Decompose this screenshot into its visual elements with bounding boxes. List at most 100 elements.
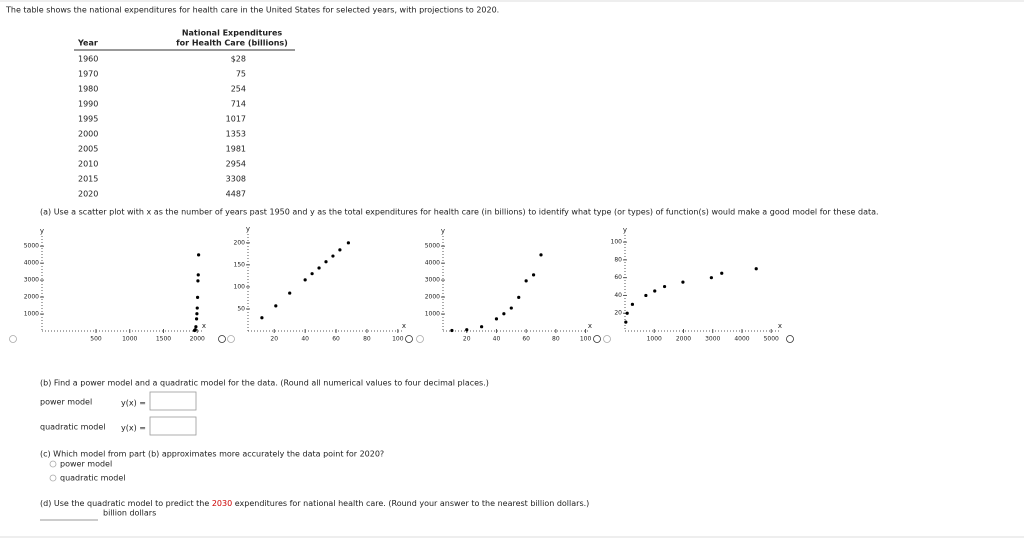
table-cell: 1995 — [78, 115, 98, 124]
x-tick-label: 40 — [493, 336, 501, 343]
table-cell: 2954 — [226, 160, 246, 169]
y-tick-label: 3000 — [425, 277, 440, 284]
radio[interactable] — [416, 335, 424, 343]
table-cell: 1017 — [226, 115, 246, 124]
scatter-point — [480, 325, 484, 329]
x-tick-label: 60 — [332, 336, 340, 343]
table-header: for Health Care (billions) — [176, 39, 288, 48]
y-axis-label: y — [40, 227, 44, 235]
scatter-point — [624, 320, 628, 324]
y-axis-label: y — [441, 227, 445, 235]
radio[interactable] — [49, 460, 57, 468]
part-c: (c) Which model from part (b) approximat… — [40, 450, 384, 459]
table-cell: 1981 — [226, 145, 246, 154]
part-a: (a) Use a scatter plot with x as the num… — [40, 208, 879, 217]
table-cell: 714 — [231, 100, 246, 109]
x-tick-label: 2000 — [190, 336, 205, 343]
scatter-point — [494, 317, 499, 321]
x-tick-label: 1000 — [647, 336, 662, 343]
y-axis-label: y — [246, 225, 250, 233]
highlight: 2030 — [212, 499, 232, 508]
radio[interactable] — [227, 335, 235, 343]
radio[interactable] — [49, 474, 57, 482]
x-tick-label: 1500 — [156, 336, 171, 343]
answer-input[interactable] — [149, 391, 197, 411]
table-cell: 3308 — [226, 175, 246, 184]
y-tick-label: 3000 — [24, 277, 39, 284]
scatter-point — [539, 253, 543, 257]
y-tick-label: 4000 — [425, 260, 440, 267]
info-icon[interactable] — [405, 335, 413, 343]
text: expenditures for national health care. (… — [232, 499, 589, 508]
table-cell: 1960 — [78, 55, 98, 64]
table-cell: 2000 — [78, 130, 98, 139]
scatter-point — [630, 302, 635, 306]
part-b: (b) Find a power model and a quadratic m… — [40, 379, 489, 388]
info-icon[interactable] — [593, 335, 601, 343]
table-cell: $28 — [231, 55, 246, 64]
scatter-point — [303, 278, 307, 282]
x-tick-label: 500 — [90, 336, 102, 343]
label: power model — [40, 398, 92, 407]
text: (d) Use the quadratic model to predict t… — [40, 499, 212, 508]
x-tick-label: 100 — [392, 336, 404, 343]
x-axis-label: x — [202, 322, 206, 330]
scatter-point — [644, 293, 648, 298]
scatter-point — [509, 306, 513, 310]
scatter-point — [681, 280, 685, 284]
table-cell: 254 — [231, 85, 246, 94]
scatter-point — [310, 272, 314, 276]
y-tick-label: 2000 — [24, 294, 39, 301]
table-cell: 1990 — [78, 100, 98, 109]
y-tick-label: 1000 — [24, 311, 39, 318]
scatter-point — [194, 325, 198, 329]
x-tick-label: 100 — [580, 336, 592, 343]
y-tick-label: 50 — [237, 305, 245, 312]
scatter-point — [465, 328, 469, 332]
scatter-point — [517, 295, 521, 299]
y-tick-label: 40 — [614, 292, 622, 299]
table-cell: 2015 — [78, 175, 98, 184]
scatter-point — [662, 284, 667, 289]
info-icon[interactable] — [786, 335, 794, 343]
scatter-point — [274, 304, 278, 308]
scatter-point — [524, 279, 528, 283]
x-tick-label: 20 — [463, 336, 471, 343]
scatter-point — [317, 266, 321, 270]
label: quadratic model — [40, 423, 106, 432]
scatter-point — [653, 289, 657, 293]
y-tick-label: 200 — [234, 239, 246, 246]
x-tick-label: 2000 — [676, 336, 691, 343]
x-tick-label: 80 — [552, 336, 560, 343]
y-tick-label: 2000 — [425, 294, 440, 301]
radio[interactable] — [603, 335, 611, 343]
y-tick-label: 150 — [234, 261, 246, 268]
x-tick-label: 40 — [301, 336, 309, 343]
table-cell: 1970 — [78, 70, 98, 79]
y-tick-label: 4000 — [24, 260, 39, 267]
unit: billion dollars — [103, 509, 156, 518]
scatter-point — [450, 328, 454, 333]
x-tick-label: 4000 — [734, 336, 749, 343]
x-tick-label: 60 — [522, 336, 530, 343]
scatter-point — [531, 273, 536, 277]
scatter-point — [754, 267, 758, 271]
info-icon[interactable] — [218, 335, 226, 343]
radio[interactable] — [9, 335, 17, 343]
scatter-point — [709, 276, 713, 280]
intro: The table shows the national expenditure… — [5, 6, 499, 15]
table-cell: 2020 — [78, 190, 98, 199]
label: y(x) = — [121, 424, 146, 433]
scatter-point — [720, 271, 724, 275]
scatter-point — [346, 241, 350, 245]
scatter-point — [331, 254, 335, 258]
x-axis-label: x — [778, 322, 782, 330]
x-axis-label: x — [588, 322, 592, 330]
scatter-point — [194, 317, 199, 321]
y-tick-label: 80 — [614, 256, 622, 263]
answer-input[interactable] — [149, 416, 197, 436]
y-tick-label: 1000 — [425, 311, 440, 318]
scatter-point — [196, 279, 200, 283]
table-header: Year — [77, 39, 98, 48]
